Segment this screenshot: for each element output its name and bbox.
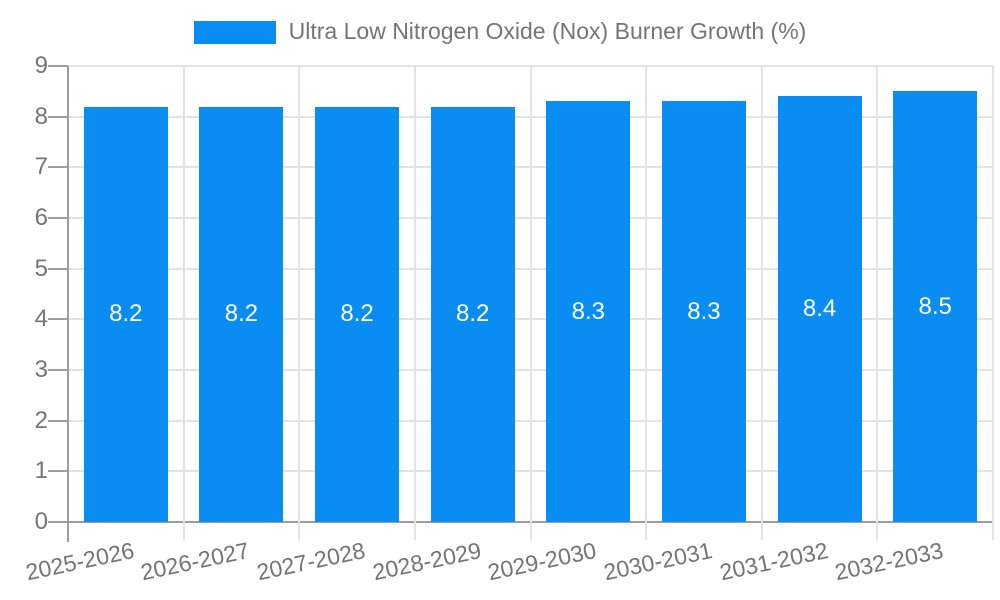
gridline-vertical [413, 66, 416, 540]
y-tick-mark [48, 217, 68, 219]
x-category-label: 2027-2028 [254, 537, 368, 586]
y-tick-label: 5 [34, 254, 48, 282]
gridline-vertical [182, 66, 185, 540]
y-tick-label: 9 [34, 52, 48, 79]
y-tick-label: 2 [34, 406, 48, 434]
y-tick-label: 0 [34, 508, 48, 535]
bar-value-label: 8.2 [456, 300, 490, 328]
y-tick-mark [48, 267, 68, 270]
bar-value-label: 8.4 [802, 295, 837, 323]
x-category-label: 2026-2027 [138, 537, 252, 586]
y-tick-mark [48, 419, 68, 422]
x-category-label: 2028-2029 [370, 537, 484, 586]
y-tick-mark [48, 369, 68, 371]
y-tick-label: 7 [34, 153, 48, 181]
x-category-label: 2030-2031 [601, 537, 715, 586]
bar: 8.3 [546, 101, 631, 522]
x-category-label: 2025-2026 [23, 537, 137, 586]
bar-value-label: 8.5 [918, 292, 952, 320]
y-tick-label: 3 [34, 356, 48, 383]
y-tick-mark [48, 166, 68, 169]
bar: 8.2 [83, 106, 168, 522]
chart-legend: Ultra Low Nitrogen Oxide (Nox) Burner Gr… [0, 14, 1000, 50]
gridline-vertical [298, 66, 301, 540]
gridline-vertical [529, 66, 532, 540]
gridline-vertical [760, 66, 763, 540]
bar: 8.5 [893, 91, 978, 522]
y-tick-label: 4 [34, 305, 48, 333]
bar-value-label: 8.2 [340, 300, 374, 328]
bar: 8.2 [199, 106, 284, 522]
bar: 8.4 [777, 96, 862, 522]
gridline-vertical [992, 66, 994, 540]
x-category-label: 2032-2033 [832, 537, 946, 586]
gridline-vertical [876, 66, 879, 540]
y-tick-label: 1 [34, 457, 48, 485]
y-tick-mark [48, 470, 68, 473]
y-tick-mark [48, 65, 68, 67]
y-tick-mark [48, 521, 68, 523]
x-category-label: 2031-2032 [716, 537, 830, 586]
legend-swatch [193, 20, 276, 44]
y-tick-label: 8 [34, 102, 48, 130]
bar-value-label: 8.2 [109, 300, 143, 328]
x-category-label: 2029-2030 [485, 537, 599, 586]
bar: 8.3 [661, 101, 746, 522]
gridline-vertical [645, 66, 648, 540]
y-tick-label: 6 [34, 204, 48, 231]
bar: 8.2 [315, 106, 400, 522]
legend-label: Ultra Low Nitrogen Oxide (Nox) Burner Gr… [288, 18, 807, 45]
bar: 8.2 [430, 106, 515, 522]
bar-value-label: 8.2 [224, 300, 259, 328]
bar-value-label: 8.3 [571, 297, 605, 325]
y-tick-mark [48, 115, 68, 118]
y-axis-line [67, 66, 69, 542]
bar-value-label: 8.3 [687, 297, 721, 325]
y-tick-mark [48, 318, 68, 321]
